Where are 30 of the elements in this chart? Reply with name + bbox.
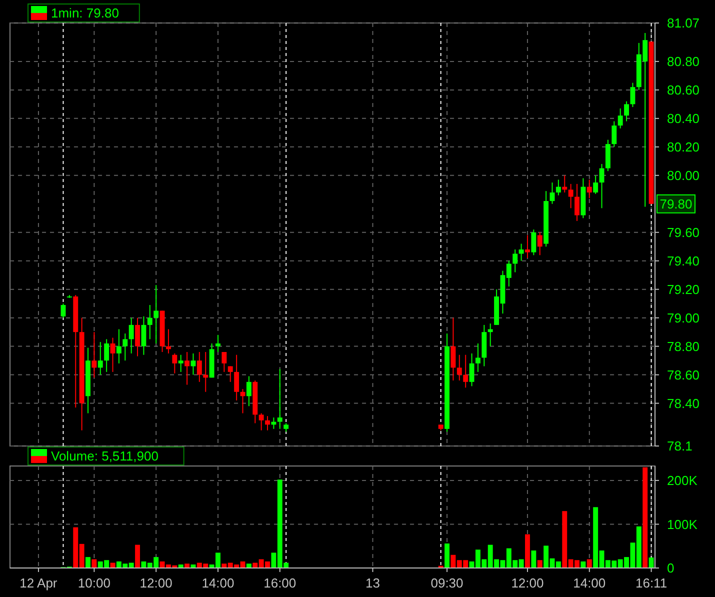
y-tick-label: 78.1 [667, 438, 692, 454]
y-tick-label: 80.80 [667, 54, 700, 70]
x-tick-label: 12:00 [140, 576, 172, 591]
x-tick-label: 10:00 [78, 576, 110, 591]
x-tick-label: 12 Apr [20, 576, 58, 591]
annotation: 79.80 [660, 196, 692, 212]
y-tick-label: 78.40 [667, 396, 700, 411]
chart-title: 1min: 79.80 [51, 6, 119, 21]
y-tick-label: 79.60 [667, 224, 700, 240]
y-tick-label: 81.07 [667, 16, 700, 31]
y-tick-label: 100K [667, 516, 698, 532]
y-tick-label: 0 [667, 560, 674, 576]
chart-title: Volume: 5,511,900 [51, 448, 158, 464]
y-tick-label: 79.40 [667, 253, 700, 268]
y-tick-label: 80.60 [667, 82, 700, 98]
y-tick-label: 80.00 [667, 168, 700, 183]
x-tick-label: 14:00 [202, 576, 234, 591]
x-tick-label: 12:00 [511, 576, 544, 591]
x-tick-label: 16:11 [635, 576, 668, 591]
y-tick-label: 200K [667, 472, 698, 488]
x-tick-label: 16:00 [264, 576, 296, 591]
x-tick-label: 13 [366, 576, 380, 591]
y-tick-label: 79.20 [667, 282, 700, 297]
x-tick-label: 09:30 [430, 576, 464, 591]
y-tick-label: 80.40 [667, 110, 700, 126]
y-tick-label: 78.80 [667, 338, 700, 354]
y-tick-label: 78.60 [667, 367, 700, 382]
x-tick-label: 14:00 [573, 576, 606, 591]
y-tick-label: 80.20 [667, 139, 700, 154]
y-tick-label: 79.00 [667, 310, 700, 326]
